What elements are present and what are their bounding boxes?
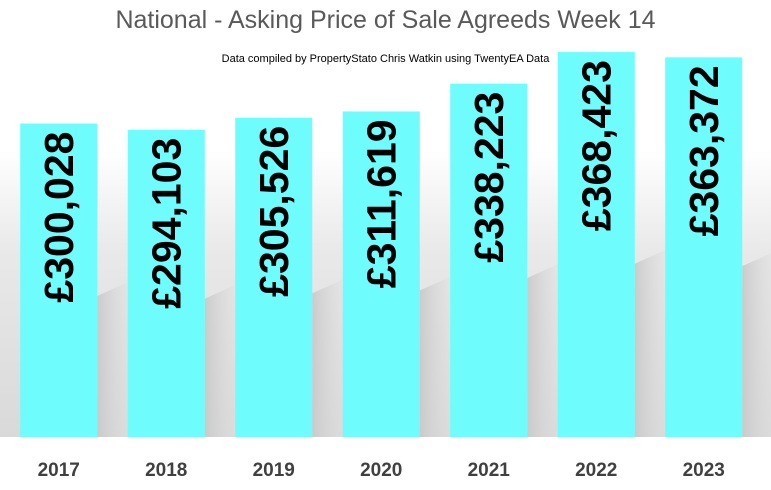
bar-shadow [527, 259, 568, 437]
chart-subtitle: Data compiled by PropertyStato Chris Wat… [221, 53, 550, 65]
x-tick-2019: 2019 [253, 460, 295, 481]
bar-shadow [97, 277, 138, 437]
bar-2018 [127, 129, 205, 438]
x-tick-2022: 2022 [575, 460, 617, 481]
data-label-2017: £300,028 [36, 132, 82, 303]
bar-shadow [742, 253, 771, 437]
bar-shadow [634, 245, 675, 437]
bar-shadow [204, 280, 245, 437]
data-label-2020: £311,619 [358, 119, 404, 288]
data-label-2019: £305,526 [251, 126, 297, 297]
bar-2021 [450, 83, 528, 438]
x-tick-2023: 2023 [683, 460, 725, 481]
data-label-2021: £338,223 [466, 92, 512, 263]
data-label-2018: £294,103 [143, 138, 189, 309]
bar-2022 [557, 52, 635, 438]
bar-2017 [20, 123, 98, 438]
x-tick-2017: 2017 [38, 460, 80, 481]
bar-2020 [342, 111, 420, 437]
bar-shadow [419, 272, 460, 437]
chart-title: National - Asking Price of Sale Agreeds … [115, 6, 656, 34]
x-tick-2021: 2021 [468, 460, 511, 481]
bar-2019 [235, 117, 313, 438]
x-tick-2020: 2020 [360, 460, 402, 481]
x-tick-2018: 2018 [145, 460, 187, 481]
bar-2023 [665, 57, 743, 437]
bar-shadow [312, 275, 353, 437]
data-label-2022: £368,423 [573, 60, 619, 231]
data-label-2023: £363,372 [681, 65, 727, 236]
